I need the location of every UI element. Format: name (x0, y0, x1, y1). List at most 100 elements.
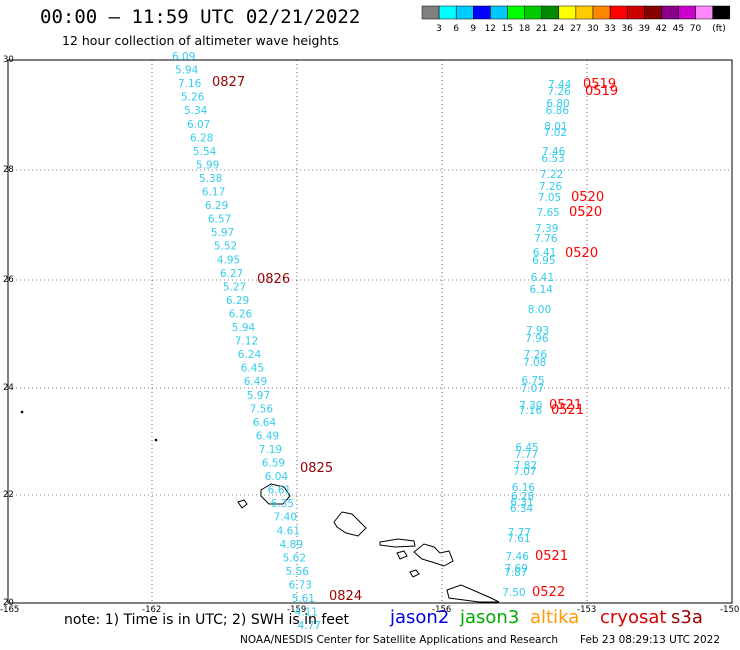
time-label-right: 0519 (583, 77, 616, 92)
swh-value-right: 6.86 (546, 105, 570, 117)
swh-value-right: 7.07 (521, 383, 544, 395)
time-label-right: 0520 (569, 205, 602, 220)
swh-value-right: 6.53 (541, 153, 564, 165)
swh-value-right: 7.65 (536, 207, 559, 219)
swh-value-left: 5.94 (175, 65, 199, 77)
lon-tick-label: -159 (287, 605, 306, 615)
swh-value-right: 7.61 (507, 533, 530, 545)
swh-value-left: 6.61 (268, 485, 291, 497)
legend-tick-label: 24 (553, 24, 565, 34)
swh-value-right: 7.77 (508, 527, 531, 539)
swh-value-left: 5.34 (184, 105, 208, 117)
legend-tick-label: 30 (587, 24, 599, 34)
map-frame (7, 59, 733, 604)
swh-value-left: 7.19 (259, 444, 282, 456)
legend-tick-label: 45 (673, 24, 684, 34)
lat-tick-label: 20 (3, 598, 14, 608)
swh-value-left: 5.26 (181, 92, 205, 104)
sat-jason2: jason2 (390, 607, 450, 628)
swh-value-left: 7.40 (274, 512, 297, 524)
sat-s3a: s3a (671, 607, 703, 628)
island-dot (20, 410, 24, 414)
legend-tick-label: 6 (453, 24, 459, 34)
swh-value-right: 7.44 (548, 79, 572, 91)
swh-value-left: 6.29 (226, 295, 249, 307)
swh-value-left: 4.77 (298, 620, 321, 632)
swh-value-right: 8.01 (544, 121, 567, 133)
legend-tick-label: 18 (519, 24, 531, 34)
swh-value-right: 6.45 (515, 442, 538, 454)
swh-value-left: 5.94 (232, 322, 256, 334)
swh-value-right: 7.87 (504, 567, 527, 579)
legend-tick-label: 33 (604, 24, 615, 34)
swh-value-right: 7.26 (524, 349, 548, 361)
island-maui (413, 543, 454, 567)
swh-value-right: 7.69 (504, 563, 527, 575)
swh-value-left: 6.35 (271, 498, 294, 510)
timestamp-text: Feb 23 08:29:13 UTC 2022 (580, 634, 720, 646)
swh-value-left: 6.28 (190, 132, 213, 144)
swh-value-right: 8.00 (528, 304, 551, 316)
lat-tick-label: 24 (3, 383, 14, 393)
swh-value-left: 5.38 (199, 173, 222, 185)
swh-value-right: 6.95 (532, 255, 555, 267)
island-lanai (396, 550, 408, 560)
lon-tick-label: -156 (432, 605, 451, 615)
island-molokai (379, 538, 416, 548)
legend-tick-label: 70 (690, 24, 702, 34)
time-label-left: 0827 (212, 75, 245, 90)
swh-value-left: 6.09 (172, 51, 195, 63)
swh-value-right: 7.93 (526, 325, 549, 337)
swh-value-left: 5.99 (196, 159, 219, 171)
swh-value-right: 7.46 (542, 146, 566, 158)
color-legend: 3 6 9 12 15 18 21 24 27 30 33 36 39 42 45 70 (ft) (421, 5, 731, 34)
swh-value-right: 6.16 (512, 482, 536, 494)
swh-value-left: 6.07 (187, 119, 210, 131)
swh-value-left: 5.56 (286, 566, 310, 578)
swh-value-left: 6.04 (265, 471, 289, 483)
swh-value-right: 7.39 (535, 223, 558, 235)
legend-tick-label: 39 (638, 24, 650, 34)
credit-text: NOAA/NESDIS Center for Satellite Applica… (240, 634, 558, 646)
swh-value-left: 6.57 (208, 214, 231, 226)
legend-tick-label: 12 (485, 24, 496, 34)
swh-value-left: 6.49 (256, 430, 279, 442)
swh-value-left: 6.73 (289, 579, 312, 591)
island-oahu (333, 511, 367, 537)
lat-tick-label: 30 (3, 55, 14, 65)
swh-value-right: 7.26 (539, 181, 563, 193)
sat-altika: altika (530, 607, 580, 628)
swh-value-right: 7.76 (534, 233, 558, 245)
swh-value-left: 5.54 (193, 146, 217, 158)
swh-value-right: 6.14 (530, 284, 554, 296)
page-title: 00:00 – 11:59 UTC 02/21/2022 (40, 6, 361, 28)
legend-unit-label: (ft) (712, 24, 726, 34)
swh-value-left: 5.27 (223, 281, 246, 293)
swh-value-right: 7.96 (525, 333, 549, 345)
note-text: note: 1) Time is in UTC; 2) SWH is in fe… (64, 612, 350, 628)
time-label-right: 0520 (565, 246, 598, 261)
swh-value-left: 5.52 (214, 241, 237, 253)
swh-value-right: 7.07 (513, 466, 536, 478)
swh-value-right: 7.50 (502, 587, 525, 599)
time-label-right: 0520 (571, 190, 604, 205)
swh-value-right: 7.16 (519, 405, 543, 417)
swh-value-left: 4.11 (295, 607, 318, 619)
swh-value-right: 6.34 (510, 503, 534, 515)
swh-value-left: 7.16 (178, 78, 202, 90)
swh-value-right: 7.30 (519, 400, 542, 412)
swh-value-right: 7.26 (547, 86, 571, 98)
swh-value-right: 7.02 (544, 127, 567, 139)
swh-value-right: 7.82 (514, 460, 537, 472)
swh-value-left: 7.12 (235, 336, 258, 348)
hawaiian-islands (20, 410, 500, 603)
time-label-right: 0521 (551, 403, 584, 418)
swh-value-left: 6.45 (241, 363, 264, 375)
sat-cryosat: cryosat (600, 607, 667, 628)
lon-tick-label: -162 (142, 605, 161, 615)
page-subtitle: 12 hour collection of altimeter wave hei… (62, 33, 339, 48)
lon-tick-label: -165 (0, 605, 19, 615)
legend-tick-label: 3 (436, 24, 442, 34)
lat-tick-label: 22 (3, 490, 14, 500)
swh-value-right: 6.28 (511, 491, 534, 503)
